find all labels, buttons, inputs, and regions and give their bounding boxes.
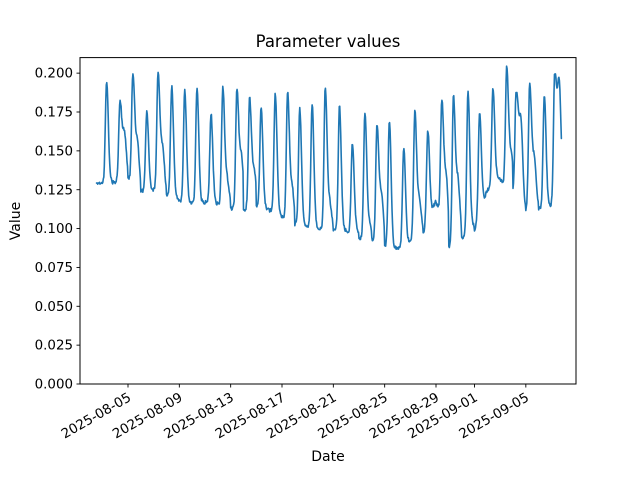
y-tick-label: 0.200: [35, 67, 73, 82]
y-tick-label: 0.125: [35, 183, 73, 198]
data-series: [95, 65, 563, 250]
y-tick-label: 0.150: [35, 144, 73, 159]
chart-title: Parameter values: [256, 32, 401, 51]
y-tick-label: 0.000: [35, 378, 73, 393]
y-axis-label: Value: [8, 202, 24, 240]
axis-ticks: 0.000 0.025 0.050 0.075 0.100 0.125 0.150 0.175…: [35, 67, 532, 443]
y-tick-label: 0.050: [35, 300, 73, 315]
axes-spines: [79, 57, 577, 385]
x-axis-label: Date: [311, 449, 344, 465]
parameter-line: [95, 65, 563, 250]
y-tick-label: 0.175: [35, 106, 73, 121]
y-tick-label: 0.100: [35, 222, 73, 237]
y-tick-label: 0.075: [35, 261, 73, 276]
y-tick-label: 0.025: [35, 339, 73, 354]
axes-frame: [79, 57, 577, 385]
